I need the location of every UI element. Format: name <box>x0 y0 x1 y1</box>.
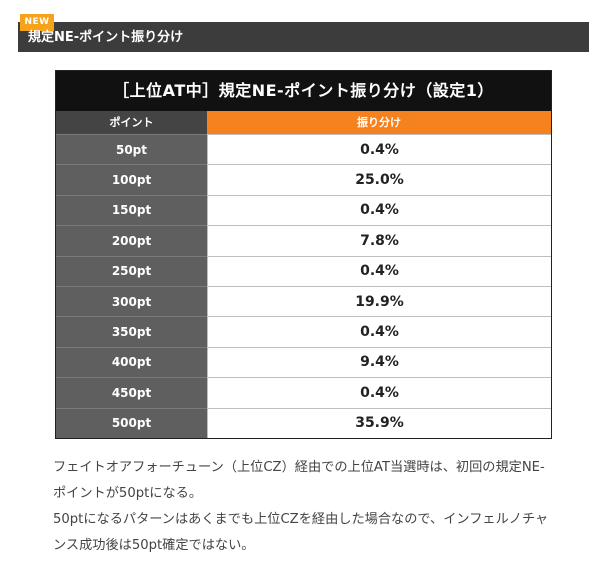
distribution-table: ［上位AT中］規定NE-ポイント振り分け（設定1） ポイント 振り分け 50pt… <box>55 70 552 439</box>
table-row: 100pt 25.0% <box>56 164 551 195</box>
table-row: 150pt 0.4% <box>56 194 551 226</box>
rate-cell: 25.0% <box>207 164 551 195</box>
section-title: 規定NE-ポイント振り分け <box>28 30 184 45</box>
point-cell: 150pt <box>56 194 207 226</box>
rate-cell: 0.4% <box>207 316 551 347</box>
point-cell: 300pt <box>56 285 207 317</box>
table-body: 50pt 0.4% 100pt 25.0% 150pt 0.4% 200pt 7… <box>56 134 551 438</box>
rate-cell: 0.4% <box>207 194 551 226</box>
point-cell: 500pt <box>56 407 207 438</box>
note-paragraph: 50ptになるパターンはあくまでも上位CZを経由した場合なので、インフェルノチャ… <box>53 512 549 553</box>
rate-cell: 9.4% <box>207 346 551 378</box>
section-header: NEW 規定NE-ポイント振り分け <box>18 14 589 52</box>
point-cell: 200pt <box>56 225 207 256</box>
column-header-point: ポイント <box>56 111 207 134</box>
table-row: 350pt 0.4% <box>56 316 551 347</box>
table-row: 500pt 35.9% <box>56 407 551 438</box>
point-cell: 350pt <box>56 316 207 347</box>
point-cell: 250pt <box>56 255 207 286</box>
note-text: フェイトオアフォーチューン（上位CZ）経由での上位AT当選時は、初回の規定NE-… <box>53 455 553 559</box>
table-header-row: ポイント 振り分け <box>56 111 551 134</box>
point-cell: 400pt <box>56 346 207 378</box>
table-row: 200pt 7.8% <box>56 225 551 256</box>
note-paragraph: フェイトオアフォーチューン（上位CZ）経由での上位AT当選時は、初回の規定NE-… <box>53 460 545 501</box>
table-row: 450pt 0.4% <box>56 377 551 408</box>
point-cell: 100pt <box>56 164 207 195</box>
rate-cell: 7.8% <box>207 225 551 256</box>
rate-cell: 19.9% <box>207 285 551 317</box>
table-row: 50pt 0.4% <box>56 134 551 165</box>
rate-cell: 35.9% <box>207 407 551 438</box>
rate-cell: 0.4% <box>207 377 551 408</box>
rate-cell: 0.4% <box>207 134 551 165</box>
table-row: 400pt 9.4% <box>56 346 551 378</box>
column-header-rate: 振り分け <box>207 111 551 134</box>
point-cell: 50pt <box>56 134 207 165</box>
table-title: ［上位AT中］規定NE-ポイント振り分け（設定1） <box>56 71 551 111</box>
table-row: 250pt 0.4% <box>56 255 551 286</box>
point-cell: 450pt <box>56 377 207 408</box>
table-row: 300pt 19.9% <box>56 285 551 317</box>
rate-cell: 0.4% <box>207 255 551 286</box>
new-badge: NEW <box>20 14 54 31</box>
